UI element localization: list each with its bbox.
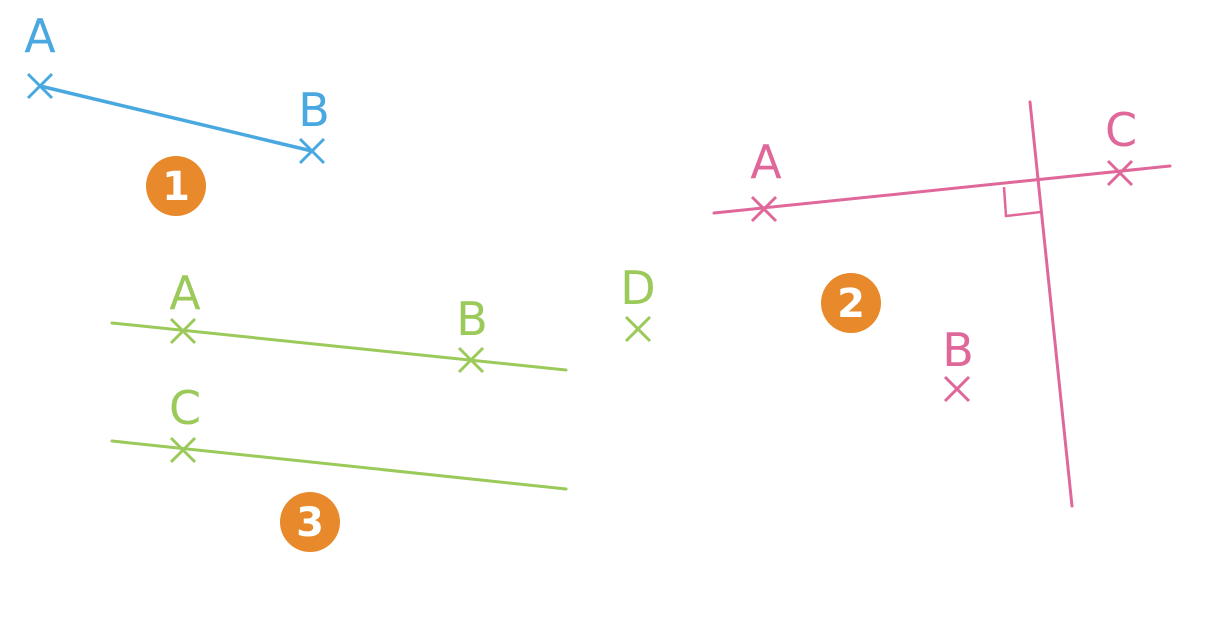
figure-1: A B 1: [24, 9, 330, 216]
figure-1-point-a-cross: [26, 72, 54, 100]
figure-2-point-c-label: C: [1105, 103, 1137, 157]
figure-1-point-b-label: B: [298, 83, 330, 137]
figure-2-right-angle-mark: [1002, 186, 1042, 218]
figure-3-line-ab: [110, 321, 568, 372]
figure-2-badge: 2: [821, 273, 881, 333]
figure-1-badge: 1: [146, 156, 206, 216]
figure-2-point-b-cross: [943, 375, 971, 403]
figure-3: A B C D 3: [110, 261, 656, 552]
figure-3-line-through-c: [110, 439, 568, 491]
figure-3-point-a-label: A: [169, 266, 201, 320]
figure-2-point-a-label: A: [750, 135, 782, 189]
figure-2-line-ac: [712, 164, 1172, 215]
figure-2: A C B 2: [712, 100, 1172, 508]
figure-1-segment-ab: [38, 84, 314, 153]
figure-3-point-c-cross: [169, 436, 197, 464]
figure-2-point-a-cross: [750, 195, 778, 223]
figure-3-point-b-label: B: [456, 292, 488, 346]
figure-2-point-c-cross: [1106, 159, 1134, 187]
figure-2-point-b-label: B: [942, 323, 974, 377]
figure-2-perpendicular-line: [1028, 100, 1074, 508]
figure-3-point-b-cross: [457, 346, 485, 374]
figure-3-point-d-cross: [624, 315, 652, 343]
figure-3-badge: 3: [280, 492, 340, 552]
figure-2-badge-number: 2: [837, 281, 865, 327]
figure-1-point-b-cross: [298, 137, 326, 165]
figure-1-badge-number: 1: [162, 164, 190, 210]
figure-3-point-a-cross: [169, 317, 197, 345]
figure-1-point-a-label: A: [24, 9, 56, 63]
figure-3-point-d-label: D: [620, 261, 655, 315]
figure-3-badge-number: 3: [296, 500, 324, 546]
figure-3-point-c-label: C: [169, 381, 201, 435]
